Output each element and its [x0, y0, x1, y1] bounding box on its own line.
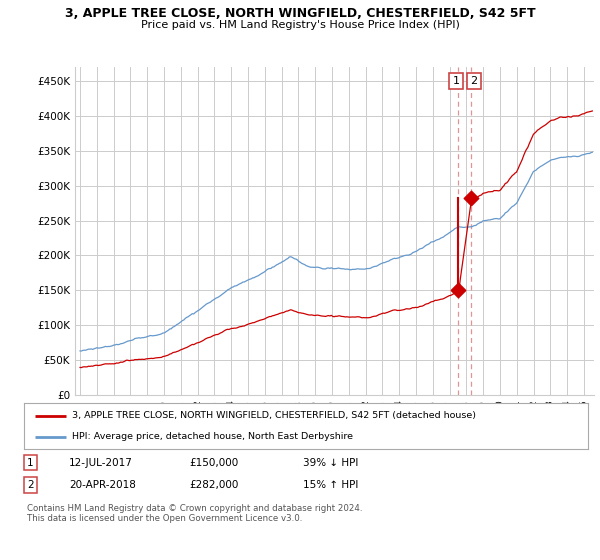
Text: HPI: Average price, detached house, North East Derbyshire: HPI: Average price, detached house, Nort… [72, 432, 353, 441]
Text: Price paid vs. HM Land Registry's House Price Index (HPI): Price paid vs. HM Land Registry's House … [140, 20, 460, 30]
Text: 20-APR-2018: 20-APR-2018 [69, 480, 136, 490]
Point [467, 194, 476, 203]
Text: Contains HM Land Registry data © Crown copyright and database right 2024.
This d: Contains HM Land Registry data © Crown c… [27, 504, 362, 524]
Text: 3, APPLE TREE CLOSE, NORTH WINGFIELD, CHESTERFIELD, S42 5FT (detached house): 3, APPLE TREE CLOSE, NORTH WINGFIELD, CH… [72, 411, 476, 420]
Text: 1: 1 [27, 458, 34, 468]
Text: 12-JUL-2017: 12-JUL-2017 [69, 458, 133, 468]
Text: £150,000: £150,000 [189, 458, 238, 468]
Text: 1: 1 [452, 76, 460, 86]
Text: 2: 2 [27, 480, 34, 490]
Text: 3, APPLE TREE CLOSE, NORTH WINGFIELD, CHESTERFIELD, S42 5FT: 3, APPLE TREE CLOSE, NORTH WINGFIELD, CH… [65, 7, 535, 20]
Text: 15% ↑ HPI: 15% ↑ HPI [303, 480, 358, 490]
Text: 2: 2 [470, 76, 478, 86]
Text: 39% ↓ HPI: 39% ↓ HPI [303, 458, 358, 468]
Text: £282,000: £282,000 [189, 480, 238, 490]
Point [454, 286, 463, 295]
